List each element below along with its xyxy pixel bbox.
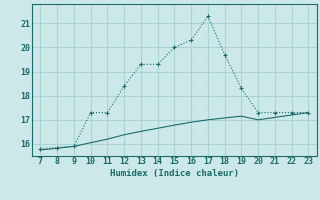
- X-axis label: Humidex (Indice chaleur): Humidex (Indice chaleur): [110, 169, 239, 178]
